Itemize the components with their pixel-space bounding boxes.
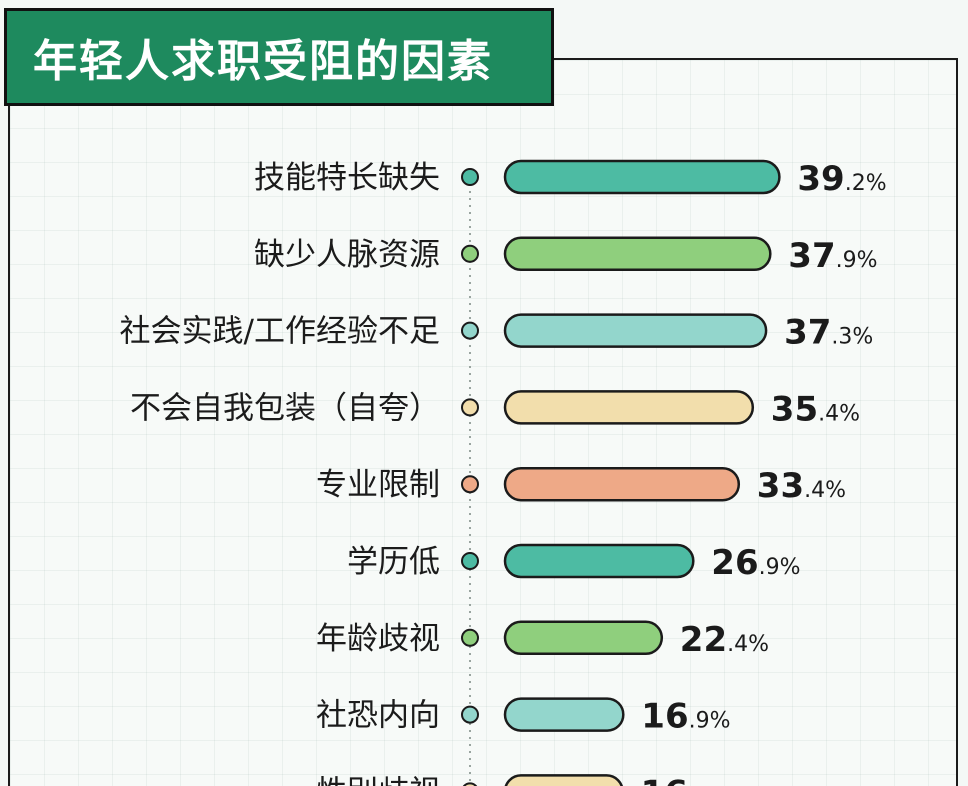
value-label: 26.9%: [711, 543, 800, 583]
category-label: 缺少人脉资源: [254, 237, 440, 273]
title-banner: 年轻人求职受阻的因素: [4, 8, 554, 106]
category-label: 社恐内向: [316, 698, 440, 734]
bar: [503, 236, 772, 272]
bar: [503, 543, 695, 579]
bar: [503, 466, 741, 502]
category-dot: [461, 168, 479, 186]
value-label: 37.3%: [784, 313, 873, 353]
category-label: 学历低: [347, 544, 440, 580]
value-label: 37.9%: [788, 236, 877, 276]
category-label: 年龄歧视: [316, 621, 440, 657]
bar: [503, 697, 625, 732]
category-dot: [461, 398, 479, 417]
bar: [503, 313, 768, 348]
value-label: 35.4%: [771, 389, 860, 429]
value-label: 16.9%: [641, 697, 730, 737]
chart-title: 年轻人求职受阻的因素: [33, 36, 493, 87]
category-label: 技能特长缺失: [254, 160, 440, 196]
category-dot: [461, 628, 479, 647]
category-dot: [461, 244, 479, 263]
bar: [503, 390, 755, 425]
category-dot: [461, 552, 479, 570]
bar: [504, 774, 623, 786]
category-label: 社会实践/工作经验不足: [120, 314, 440, 350]
category-label: 专业限制: [316, 467, 440, 503]
bar: [503, 159, 781, 195]
value-label: 39.2%: [797, 159, 886, 199]
category-label: 不会自我包装（自夸）: [130, 390, 440, 426]
category-dot: [461, 475, 479, 494]
value-label: 33.4%: [757, 466, 846, 506]
category-dot: [461, 705, 479, 724]
value-label: 22.4%: [680, 620, 769, 660]
category-label: 性别歧视: [316, 774, 440, 786]
chart-panel: [8, 58, 958, 786]
bar: [503, 620, 664, 656]
category-dot: [461, 321, 479, 340]
category-dot: [462, 782, 478, 786]
value-label: 16.8%: [641, 773, 730, 786]
